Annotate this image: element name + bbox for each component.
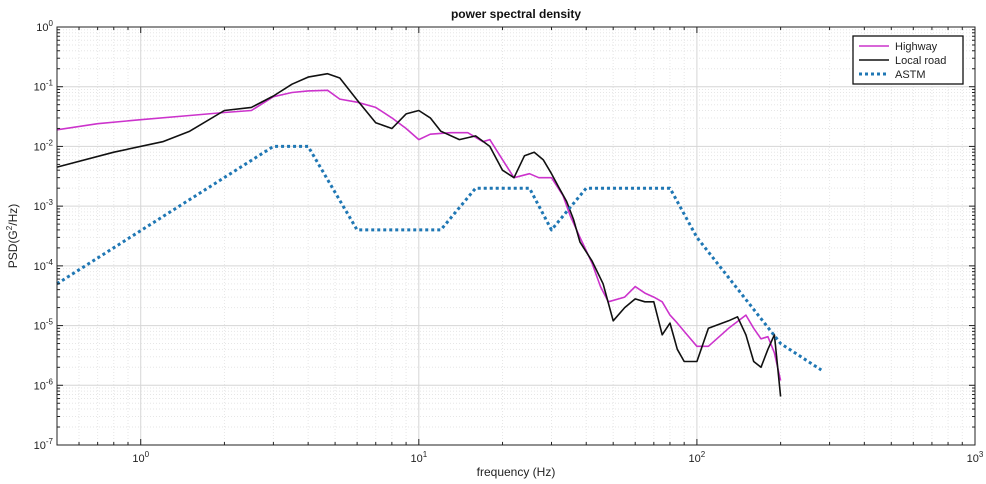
y-tick-label: 10-4 (34, 258, 54, 273)
y-axis-label: PSD(G2/Hz) (5, 204, 20, 268)
x-axis-label: frequency (Hz) (477, 465, 556, 479)
y-tick-label: 10-1 (34, 79, 54, 94)
chart-title: power spectral density (451, 7, 581, 21)
y-tick-label: 10-2 (34, 138, 54, 153)
y-tick-label: 10-6 (34, 377, 54, 392)
axis-ticks (56, 27, 975, 446)
grid-lines (56, 27, 975, 446)
x-tick-label: 102 (689, 450, 706, 465)
y-axis-label-superscript: 2 (5, 225, 14, 230)
legend-label: Local road (895, 55, 946, 67)
legend-label: ASTM (895, 69, 926, 81)
series-line-highway (56, 89, 782, 381)
x-tick-label: 101 (410, 450, 427, 465)
y-tick-label: 10-3 (34, 198, 54, 213)
legend: Highway Local road ASTM (852, 35, 964, 85)
y-tick-label: 10-5 (34, 318, 54, 333)
y-axis-label-suffix: /Hz) (6, 204, 20, 226)
tick-labels: 100 101 102 103 10-7 10-6 10-5 10-4 10-3 10-2 10-1… (34, 19, 984, 465)
plot-area-frame (56, 26, 976, 446)
y-tick-label: 10-7 (34, 437, 54, 452)
y-axis-label-prefix: PSD(G (6, 230, 20, 268)
y-tick-label: 100 (36, 19, 53, 34)
series-line-local-road (56, 72, 782, 397)
x-tick-label: 103 (967, 450, 984, 465)
x-tick-label: 100 (132, 450, 149, 465)
series-line-astm (56, 144, 823, 372)
legend-label: Highway (895, 41, 938, 53)
series-lines (56, 72, 823, 397)
